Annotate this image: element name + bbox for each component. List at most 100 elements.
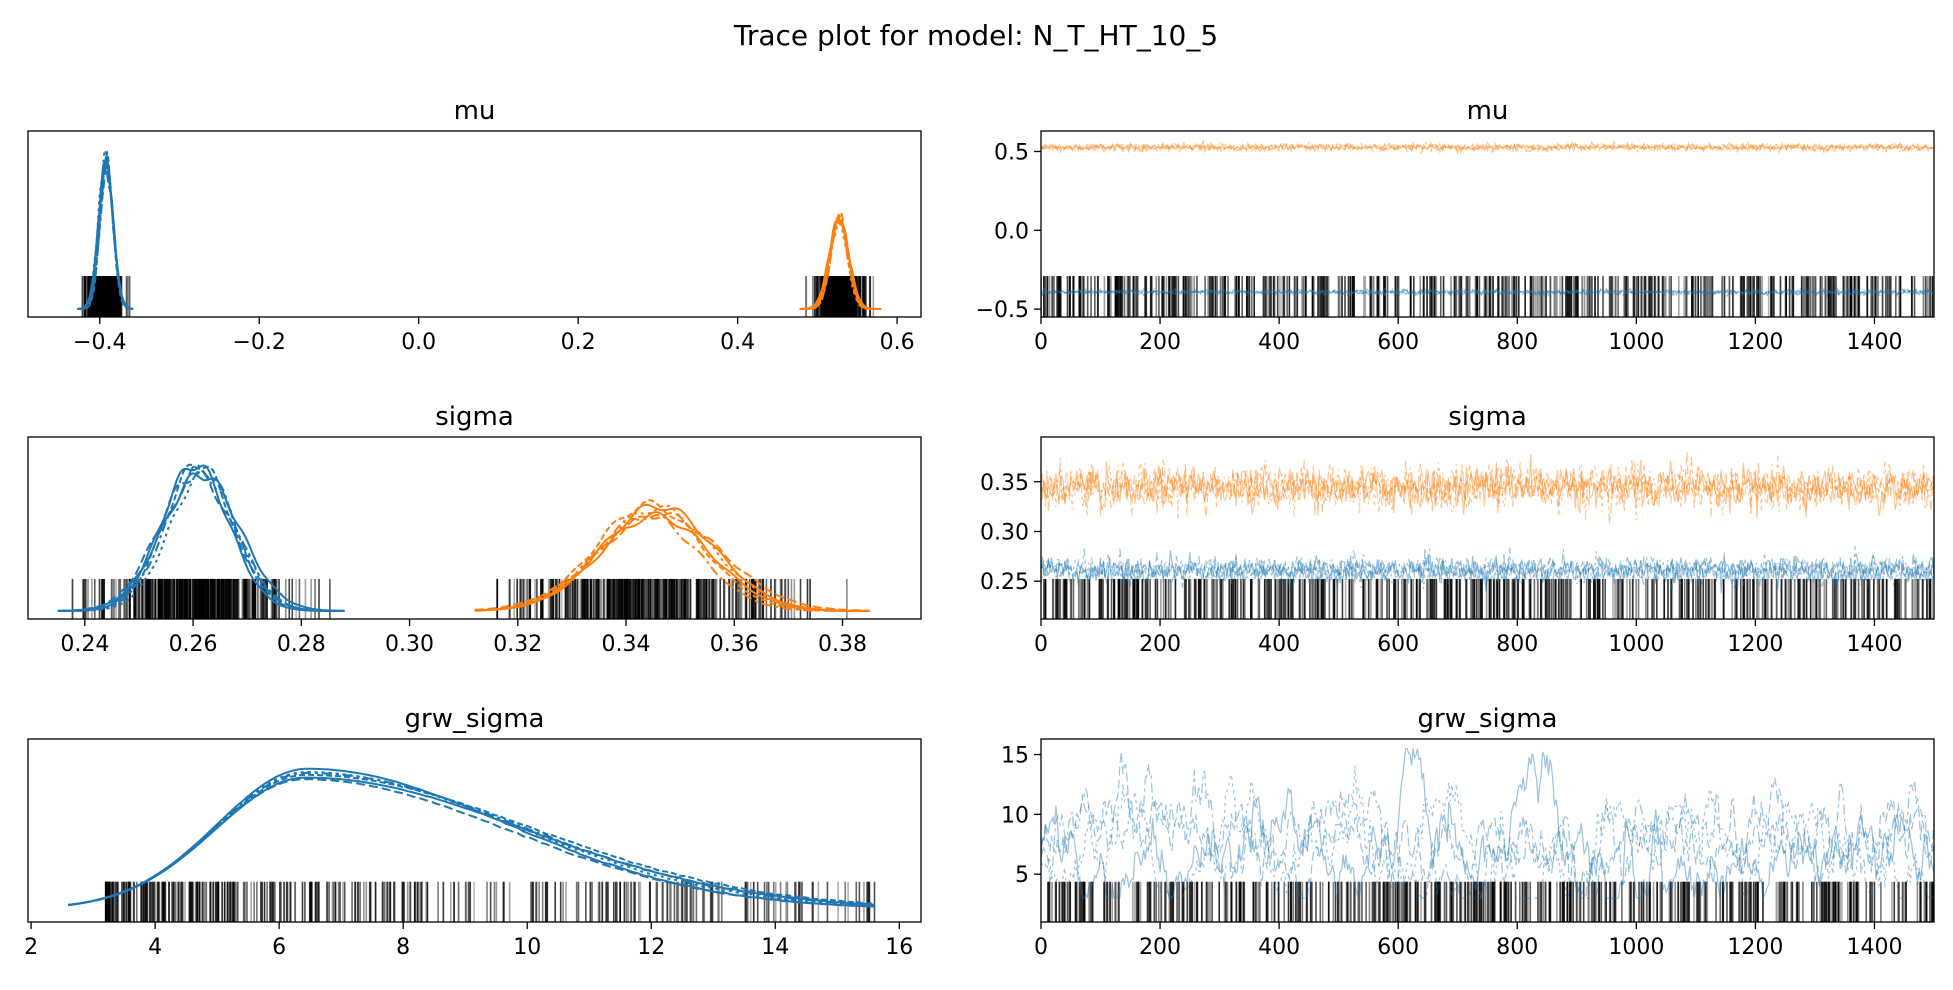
trace-line-blue [1041,550,1934,594]
trace-line-orange [1041,139,1934,155]
xtick-label: 2 [24,935,38,960]
xtick-label: −0.2 [233,330,286,355]
figure-title: Trace plot for model: N_T_HT_10_5 [733,19,1218,52]
trace-line-blue [1041,286,1934,299]
axes-frame [27,436,922,620]
xtick-label: 6 [272,935,286,960]
trace-line-orange [1041,454,1934,518]
axes-frame [1040,738,1935,923]
subplot-density-mu: mu −0.4 −0.2 0.0 0.2 0.4 0.6 [27,96,922,355]
ytick-label: −0.5 [976,298,1029,323]
subplot-density-grw_sigma: grw_sigma 2 4 6 8 10 12 14 16 [24,704,922,960]
trace-line-blue [1041,764,1934,901]
ytick-label: 10 [1001,803,1029,828]
xtick-label: 1200 [1727,935,1783,960]
trace-line-blue [1041,547,1934,590]
xtick-label: 12 [637,935,665,960]
xtick-label: 400 [1258,330,1300,355]
trace-line-blue [1041,751,1934,901]
xtick-label: 800 [1496,935,1538,960]
rug-band [1047,881,1934,922]
xtick-label: 0.24 [60,632,109,657]
xtick-label: 1000 [1608,935,1664,960]
plot-area [1041,747,1934,922]
plot-area [1041,138,1934,317]
rug-band [71,578,848,619]
xtick-label: 8 [396,935,410,960]
xtick-label: 1400 [1846,330,1902,355]
trace-line-orange [1041,452,1934,518]
density-line-blue [68,773,875,906]
subplot-density-sigma: sigma 0.24 0.26 0.28 0.30 0.32 0.34 0.36 0.38 [27,402,922,657]
xtick-label: 14 [761,935,789,960]
xtick-label: 0 [1034,632,1048,657]
xtick-label: 600 [1377,935,1419,960]
density-line-orange [474,511,870,612]
xtick-label: 4 [148,935,162,960]
trace-line-orange [1041,140,1934,155]
trace-line-blue [1041,765,1934,900]
subplot-title: grw_sigma [1418,704,1558,734]
trace-line-orange [1041,457,1934,521]
subplot-title: grw_sigma [405,704,545,734]
trace-line-orange [1041,455,1934,524]
ytick-label: 0.30 [980,520,1029,545]
density-line-orange [799,217,882,310]
xtick-label: 0.36 [710,632,759,657]
trace-line-blue [1041,285,1934,299]
subplot-title: sigma [435,402,514,432]
density-line-orange [474,511,870,612]
xtick-label: −0.4 [73,330,126,355]
ytick-label: 0.0 [994,219,1029,244]
trace-line-blue [1041,286,1934,299]
subplot-trace-sigma: sigma 0.35 0.30 0.25 0 200 400 600 800 1000 1200 14… [980,402,1935,657]
xtick-label: 400 [1258,632,1300,657]
rug-band [1042,578,1934,619]
xtick-label: 0 [1034,935,1048,960]
xtick-label: 10 [513,935,541,960]
xtick-label: 0.26 [169,632,218,657]
xtick-label: 1200 [1727,632,1783,657]
trace-line-orange [1041,140,1934,155]
density-line-blue [77,162,134,310]
subplot-title: sigma [1448,402,1527,432]
density-line-blue [77,150,134,310]
subplot-title: mu [454,96,496,126]
xtick-label: 0.2 [561,330,596,355]
density-line-blue [57,472,345,612]
xtick-label: 0.0 [401,330,436,355]
xtick-label: 400 [1258,935,1300,960]
xtick-label: 0.38 [818,632,867,657]
rug-band [104,881,876,922]
density-line-blue [68,776,875,907]
xtick-label: 0.6 [880,330,915,355]
xtick-label: 200 [1139,632,1181,657]
subplot-trace-grw_sigma: grw_sigma 15 10 5 0 200 400 600 800 1000 1200 1400 [1001,704,1935,960]
xtick-label: 0.32 [493,632,542,657]
plot-area [68,767,876,922]
xtick-label: 800 [1496,330,1538,355]
xtick-label: 16 [885,935,913,960]
trace-line-orange [1041,138,1934,155]
subplot-trace-mu: mu 0.5 0.0 −0.50 200 400 600 800 1000 1200 1400 [976,96,1935,355]
xtick-label: 1000 [1608,632,1664,657]
ytick-label: 0.35 [980,471,1029,496]
ytick-label: 5 [1015,863,1029,888]
ytick-label: 15 [1001,744,1029,769]
axes-frame [27,738,922,923]
trace-line-blue [1041,747,1934,900]
trace-line-blue [1041,286,1934,299]
xtick-label: 800 [1496,632,1538,657]
xtick-label: 1400 [1846,632,1902,657]
axes-frame [1040,130,1935,318]
density-line-orange [799,216,882,310]
xtick-label: 0 [1034,330,1048,355]
density-line-blue [57,463,345,612]
xtick-label: 1400 [1846,935,1902,960]
plot-area [77,148,882,317]
density-line-orange [474,499,870,612]
rug-band [1041,276,1934,317]
ytick-label: 0.5 [994,140,1029,165]
plot-area [1041,452,1934,619]
xtick-label: 600 [1377,330,1419,355]
